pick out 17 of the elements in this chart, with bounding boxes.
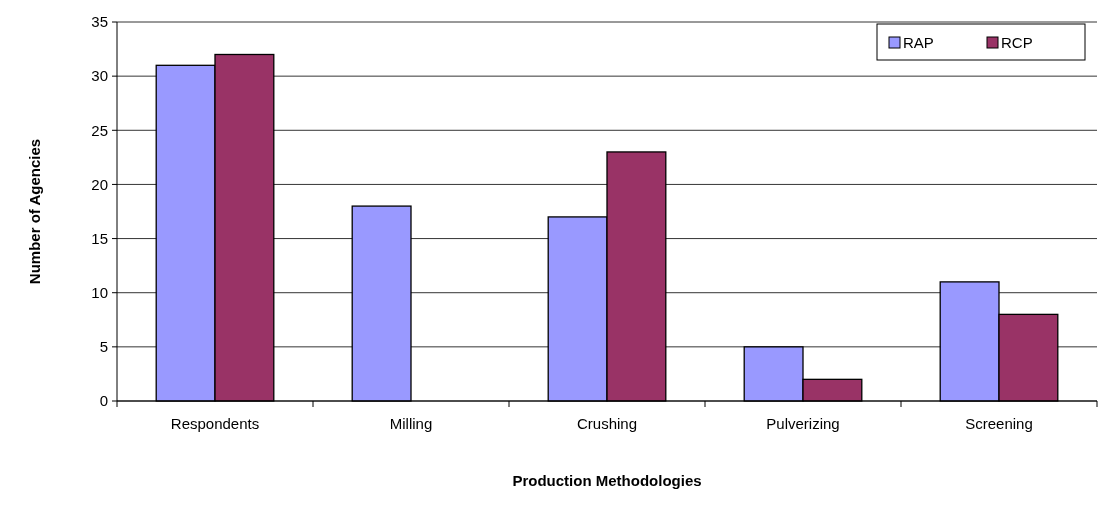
y-tick-label: 10: [91, 283, 108, 301]
y-tick-label: 5: [99, 338, 108, 356]
y-tick-label: 20: [91, 175, 108, 193]
x-tick-label: Pulverizing: [766, 415, 840, 432]
x-tick-label: Crushing: [576, 415, 638, 432]
y-axis-title: Number of Agencies: [26, 138, 43, 285]
y-tick-label: 25: [91, 121, 108, 139]
y-tick-label: 35: [91, 13, 108, 31]
x-tick-label: Screening: [965, 415, 1033, 432]
y-tick-label: 30: [91, 67, 108, 85]
x-tick-label: Milling: [389, 415, 433, 432]
y-tick-label: 0: [99, 392, 108, 410]
legend-label: RCP: [1001, 34, 1033, 52]
x-axis-title: Production Methodologies: [512, 472, 702, 489]
x-tick-label: Respondents: [170, 415, 260, 432]
y-tick-label: 15: [91, 229, 108, 247]
legend-label: RAP: [903, 34, 934, 52]
